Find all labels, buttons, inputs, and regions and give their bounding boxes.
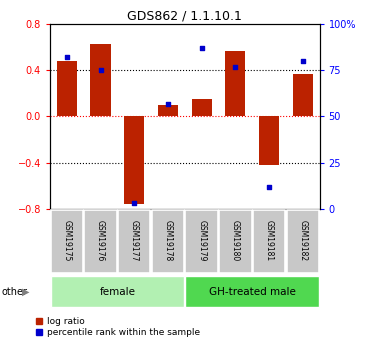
Point <box>266 184 272 189</box>
Bar <box>90 44 111 117</box>
Point <box>64 55 70 60</box>
Text: GSM19176: GSM19176 <box>96 219 105 261</box>
Bar <box>286 210 319 273</box>
Bar <box>259 117 279 165</box>
Bar <box>152 210 184 273</box>
Point <box>199 46 205 51</box>
Text: GSM19182: GSM19182 <box>298 220 307 261</box>
Legend: log ratio, percentile rank within the sample: log ratio, percentile rank within the sa… <box>35 317 200 337</box>
Bar <box>158 105 178 117</box>
Bar <box>186 276 319 307</box>
Text: GSM19179: GSM19179 <box>197 219 206 261</box>
Text: GSM19175: GSM19175 <box>62 219 71 261</box>
Text: GH-treated male: GH-treated male <box>209 287 296 296</box>
Point <box>300 58 306 64</box>
Bar <box>225 51 246 117</box>
Bar <box>51 276 184 307</box>
Text: female: female <box>99 287 136 296</box>
Point <box>97 68 104 73</box>
Point <box>165 101 171 106</box>
Text: GSM19178: GSM19178 <box>164 219 172 261</box>
Bar <box>186 210 218 273</box>
Bar <box>219 210 251 273</box>
Text: GSM19181: GSM19181 <box>264 220 273 261</box>
Point <box>131 200 137 206</box>
Bar <box>192 99 212 117</box>
Point <box>232 64 238 69</box>
Text: other: other <box>2 287 28 296</box>
Text: ▶: ▶ <box>22 287 30 296</box>
Bar <box>84 210 117 273</box>
Text: GSM19180: GSM19180 <box>231 219 240 261</box>
Bar <box>293 74 313 117</box>
Bar <box>118 210 151 273</box>
Bar <box>57 61 77 117</box>
Bar <box>51 210 83 273</box>
Bar <box>253 210 285 273</box>
Bar <box>124 117 144 204</box>
Text: GSM19177: GSM19177 <box>130 219 139 261</box>
Title: GDS862 / 1.1.10.1: GDS862 / 1.1.10.1 <box>127 10 242 23</box>
